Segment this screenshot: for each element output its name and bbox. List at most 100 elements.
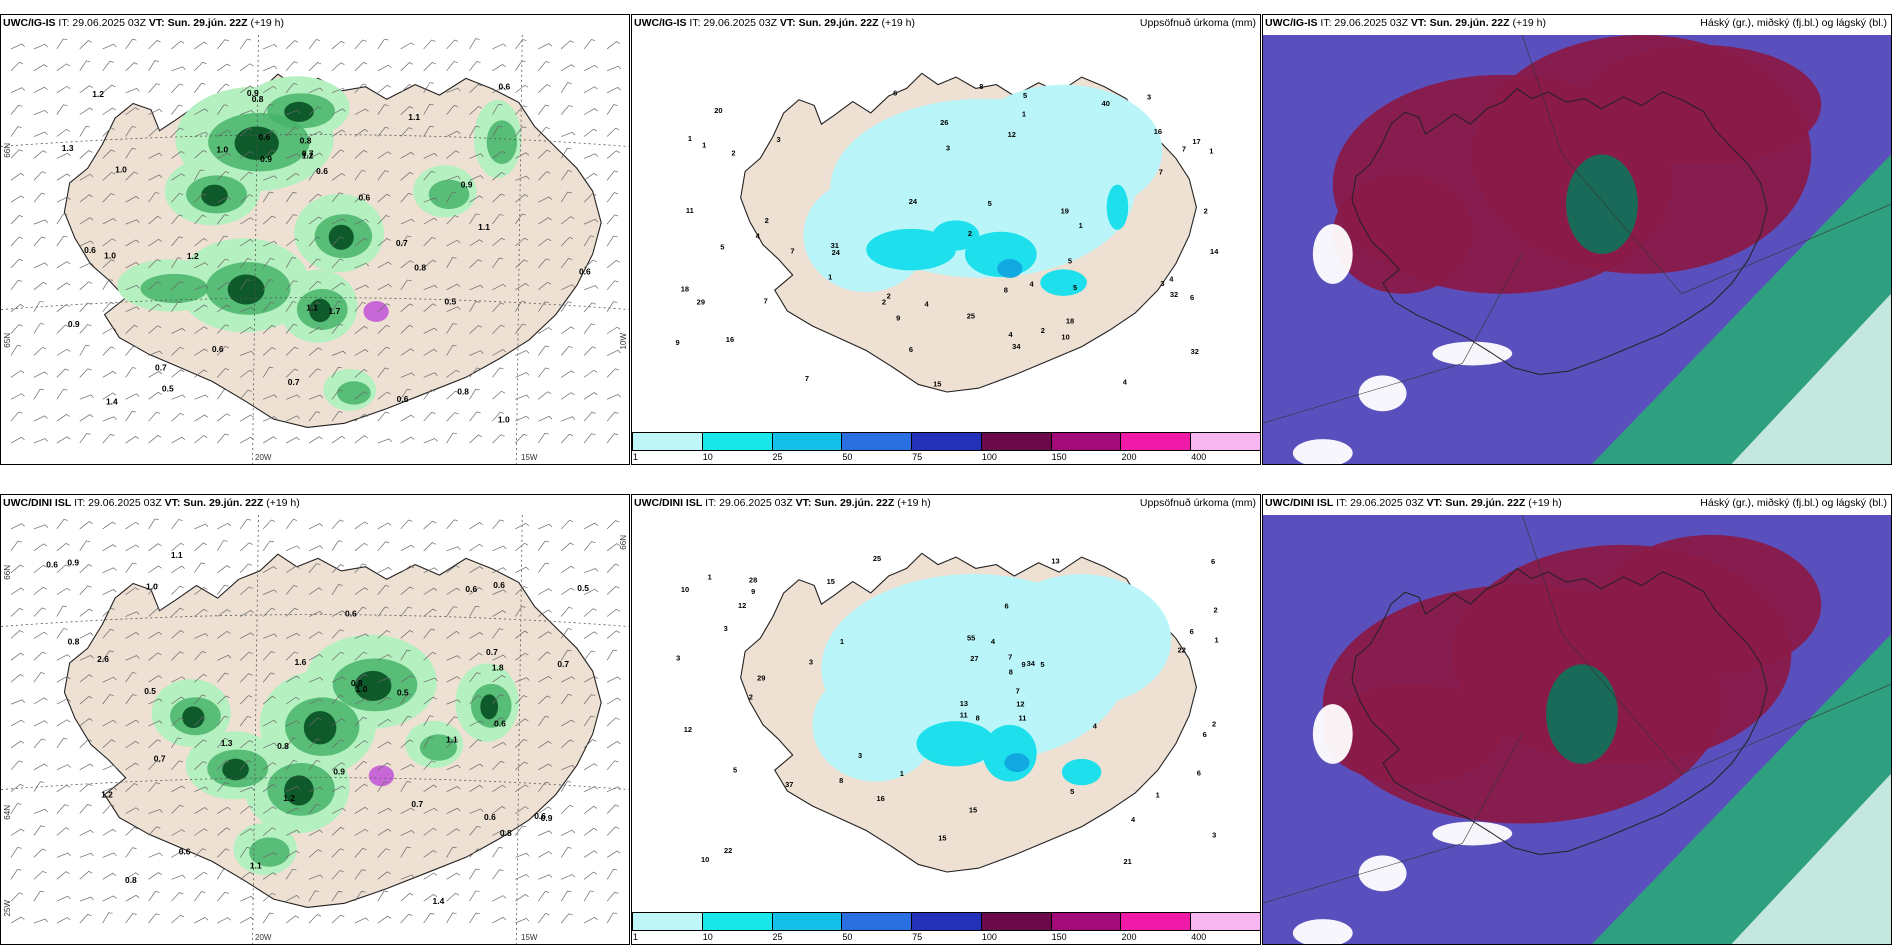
- precip-value-label: 3: [776, 135, 780, 144]
- precip-value-label: 3: [676, 654, 680, 663]
- precip-value-label: 27: [970, 654, 978, 663]
- precip-value-label: 12: [1008, 130, 1016, 139]
- cloud-map: [1263, 35, 1891, 464]
- precip-value-label: 4: [991, 637, 996, 646]
- wind-value-label: 0.7: [155, 363, 167, 373]
- colorbar-tick-label: 1: [633, 452, 639, 462]
- precip-panel-bottom: UWC/DINI ISL IT: 29.06.2025 03Z VT: Sun.…: [631, 494, 1261, 945]
- wind-panel-bottom: UWC/DINI ISL IT: 29.06.2025 03Z VT: Sun.…: [0, 494, 630, 945]
- cloud-panel-top: UWC/IG-IS IT: 29.06.2025 03Z VT: Sun. 29…: [1262, 14, 1892, 465]
- colorbar-tick-label: 50: [842, 932, 853, 942]
- lon-label-20w: 20W: [255, 453, 272, 462]
- init-time: IT: 29.06.2025 03Z: [1320, 17, 1408, 29]
- wind-value-label: 0.5: [577, 583, 589, 593]
- precip-value-label: 9: [675, 338, 679, 347]
- precip-value-label: 22: [724, 846, 732, 855]
- lat-label-66n: 66N: [3, 143, 12, 158]
- lat-label-64n: 64N: [3, 805, 12, 820]
- precip-value-label: 5: [1070, 787, 1074, 796]
- precip-value-label: 4: [1169, 275, 1174, 284]
- wind-value-label: 1.6: [295, 657, 307, 667]
- wind-value-label: 0.8: [300, 136, 312, 146]
- wind-mid-area: [249, 837, 290, 867]
- wind-value-label: 0.7: [411, 799, 423, 809]
- precip-value-label: 1: [1209, 147, 1213, 156]
- wind-value-label: 0.8: [125, 875, 137, 885]
- wind-value-label: 0.8: [252, 94, 264, 104]
- wind-value-label: 0.5: [144, 686, 156, 696]
- mid-cloud-area: [1581, 44, 1822, 165]
- wind-value-label: 1.2: [187, 251, 199, 261]
- valid-time: Sun. 29.jún. 22Z: [183, 497, 264, 509]
- precip-value-label: 5: [1040, 660, 1044, 669]
- precip-value-label: 32: [1191, 347, 1199, 356]
- colorbar-tick-label: 150: [1051, 932, 1067, 942]
- precip-value-label: 4: [1093, 721, 1098, 730]
- precip-value-label: 5: [1073, 283, 1077, 292]
- wind-value-label: 1.1: [408, 112, 420, 122]
- precip-value-label: 6: [1190, 627, 1194, 636]
- precip-value-label: 3: [1147, 93, 1151, 102]
- precip-value-label: 55: [967, 634, 975, 643]
- precip-value-label: 1: [688, 134, 692, 143]
- precip-value-label: 16: [877, 794, 885, 803]
- wind-value-label: 0.9: [541, 813, 553, 823]
- precip-value-label: 2: [765, 216, 769, 225]
- precip-value-label: 7: [1016, 687, 1020, 696]
- colorbar-tick-label: 400: [1191, 452, 1207, 462]
- precip-value-label: 1: [1156, 791, 1160, 800]
- precip-value-label: 8: [839, 776, 843, 785]
- wind-strong-area: [222, 758, 249, 781]
- colorbar-swatch: [701, 912, 773, 931]
- model-name: UWC/DINI ISL: [634, 497, 703, 509]
- colorbar-swatch: [771, 912, 843, 931]
- precip-light-area: [991, 574, 1172, 707]
- cloud-free-area: [1292, 439, 1353, 464]
- colorbar-tick-label: 10: [702, 452, 713, 462]
- wind-panel-top: UWC/IG-IS IT: 29.06.2025 03Z VT: Sun. 29…: [0, 14, 630, 465]
- panel-header: UWC/DINI ISL IT: 29.06.2025 03Z VT: Sun.…: [3, 497, 625, 513]
- wind-mid-area: [419, 734, 458, 761]
- cloud-free-area: [1432, 821, 1513, 846]
- valid-label: VT:: [779, 17, 796, 29]
- precip-value-label: 3: [809, 657, 813, 666]
- wind-value-label: 0.9: [68, 319, 80, 329]
- colorbar-tick-label: 100: [981, 932, 997, 942]
- precip-value-label: 20: [714, 106, 722, 115]
- lead-time: (+19 h): [266, 497, 300, 509]
- cloud-free-area: [1312, 224, 1353, 284]
- precip-value-label: 16: [726, 335, 734, 344]
- wind-value-label: 1.8: [492, 663, 504, 673]
- colorbar-swatch: [1120, 432, 1192, 451]
- colorbar-tick-label: 200: [1121, 932, 1137, 942]
- lat-label-65n: 65N: [3, 333, 12, 348]
- lon-label-15w: 15W: [521, 453, 538, 462]
- precip-colorbar: 1 10 25 50 75 100 150 200 400: [632, 912, 1260, 944]
- wind-value-label: 1.2: [302, 151, 314, 161]
- precip-value-label: 4: [1009, 330, 1014, 339]
- precip-value-label: 9: [1021, 660, 1025, 669]
- cloud-free-area: [1432, 341, 1513, 366]
- wind-value-label: 0.6: [345, 609, 357, 619]
- wind-value-label: 0.6: [579, 267, 591, 277]
- wind-value-label: 0.8: [500, 828, 512, 838]
- colorbar-swatch: [1120, 912, 1192, 931]
- precip-value-label: 2: [749, 693, 753, 702]
- iceland-coastline: [1352, 569, 1767, 855]
- colorbar-swatch: [1190, 432, 1260, 451]
- wind-strong-area: [182, 706, 205, 729]
- cloud-free-area: [1312, 704, 1353, 764]
- wind-value-label: 1.1: [478, 222, 490, 232]
- graticule: [1, 515, 629, 944]
- mid-cloud-mass: [1322, 534, 1822, 824]
- precip-value-label: 5: [1023, 91, 1027, 100]
- lead-time: (+19 h): [250, 17, 285, 29]
- precip-value-label: 24: [909, 197, 918, 206]
- precip-value-label: 6: [1211, 557, 1215, 566]
- panel-header: UWC/IG-IS IT: 29.06.2025 03Z VT: Sun. 29…: [634, 17, 1256, 33]
- wind-mid-area: [486, 120, 518, 165]
- init-time: IT: 29.06.2025 03Z: [705, 497, 793, 509]
- precip-value-label: 5: [1068, 256, 1072, 265]
- region-boundaries: [1263, 35, 1891, 424]
- precip-value-label: 8: [1004, 286, 1008, 295]
